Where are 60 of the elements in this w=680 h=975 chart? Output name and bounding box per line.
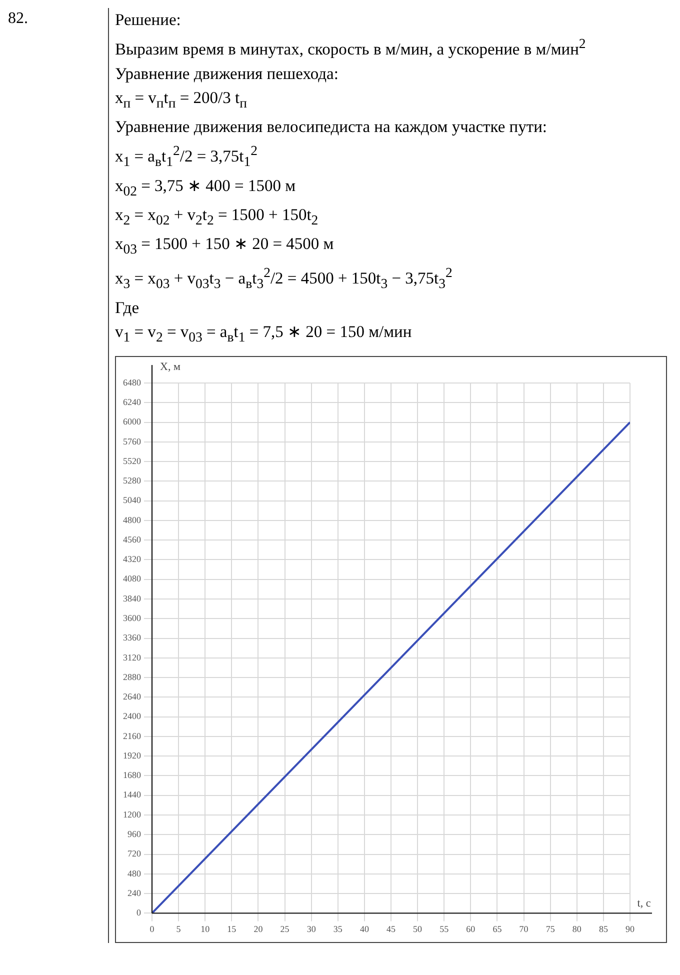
x-axis-title: t, с <box>637 897 651 910</box>
y-tick-label: 0 <box>136 907 142 918</box>
text: x$_{п}$ = v$_{п}$t$_{п}$ = 200/3 t$_{п}$ <box>115 86 248 112</box>
text: v$_{1}$ = v$_{2}$ = v$_{03}$ = a$_{в}$t$_{1}$ = 7,5 ∗ 20 = 150 м/мин <box>115 322 412 345</box>
text: Где <box>115 297 140 320</box>
x-tick-label: 85 <box>598 924 608 934</box>
y-tick-label: 5040 <box>123 494 142 505</box>
y-tick-label: 3120 <box>123 652 142 662</box>
x-tick-label: 75 <box>546 924 556 934</box>
y-tick-label: 3840 <box>123 592 142 603</box>
x-tick-label: 0 <box>150 924 155 934</box>
text: x$_{02}$ = 3,75 ∗ 400 = 1500 м <box>115 174 297 200</box>
x-tick-label: 10 <box>200 924 210 934</box>
y-tick-label: 2400 <box>123 710 142 721</box>
text: Уравнение движения пешехода: <box>115 62 340 84</box>
y-tick-label: 960 <box>128 828 142 839</box>
y-tick-label: 5520 <box>123 455 142 466</box>
text: Выразим время в минутах, скорость в м/мин, а ускорение в м/мин$^{2}$ <box>115 35 587 60</box>
y-tick-label: 3600 <box>123 612 142 623</box>
x-tick-label: 70 <box>519 924 529 934</box>
text: x$_{03}$ = 1500 + 150 ∗ 20 = 4500 м <box>115 233 335 258</box>
x-tick-label: 30 <box>306 924 316 934</box>
y-tick-label: 6240 <box>123 396 142 407</box>
x-tick-label: 15 <box>227 924 237 934</box>
y-tick-label: 3360 <box>123 632 142 642</box>
y-tick-label: 5280 <box>123 475 142 486</box>
x-tick-label: 35 <box>333 924 343 934</box>
x-tick-label: 65 <box>492 924 502 934</box>
x-tick-label: 45 <box>386 924 396 934</box>
x-tick-label: 60 <box>466 924 476 934</box>
y-axis-title: X, м <box>160 360 180 372</box>
y-tick-label: 1200 <box>123 808 142 819</box>
y-tick-label: 720 <box>128 848 142 858</box>
x-tick-label: 25 <box>280 924 290 934</box>
y-tick-label: 2160 <box>123 730 142 740</box>
y-tick-label: 1920 <box>123 750 142 760</box>
text: x$_{2}$ = x$_{02}$ + v$_{2}$t$_{2}$ = 1500 + 150t$_{2}$ <box>115 204 318 228</box>
x-tick-label: 55 <box>440 924 450 934</box>
y-tick-label: 4080 <box>123 573 142 584</box>
x-tick-label: 90 <box>626 924 635 934</box>
x-tick-label: 50 <box>413 924 423 934</box>
y-tick-label: 5760 <box>123 436 142 446</box>
y-tick-label: 4560 <box>123 534 142 544</box>
y-tick-label: 4320 <box>123 554 142 564</box>
y-tick-label: 6480 <box>123 376 142 387</box>
text: 82. <box>8 9 29 29</box>
x-tick-label: 20 <box>254 924 264 934</box>
text: Уравнение движения велосипедиста на каждом участке пути: <box>115 116 548 138</box>
y-tick-label: 2880 <box>123 671 142 682</box>
x-tick-label: 40 <box>360 924 370 934</box>
x-tick-label: 5 <box>176 924 182 934</box>
text: Решение: <box>115 9 182 31</box>
y-tick-label: 1680 <box>123 770 142 780</box>
y-tick-label: 240 <box>128 888 142 898</box>
y-tick-label: 4800 <box>123 514 142 524</box>
y-tick-label: 480 <box>128 868 142 878</box>
x-tick-label: 80 <box>572 924 582 934</box>
y-tick-label: 6000 <box>123 416 142 426</box>
y-tick-label: 1440 <box>123 789 142 800</box>
y-tick-label: 2640 <box>123 691 142 702</box>
